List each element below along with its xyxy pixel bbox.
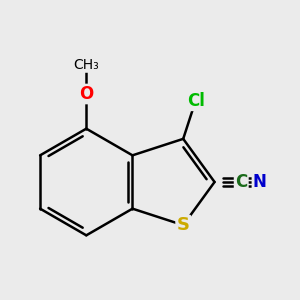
Text: C: C	[235, 173, 247, 191]
Text: N: N	[253, 173, 267, 191]
Text: O: O	[79, 85, 93, 103]
Text: S: S	[177, 216, 190, 234]
Text: Cl: Cl	[187, 92, 205, 110]
Text: CH₃: CH₃	[74, 58, 99, 72]
